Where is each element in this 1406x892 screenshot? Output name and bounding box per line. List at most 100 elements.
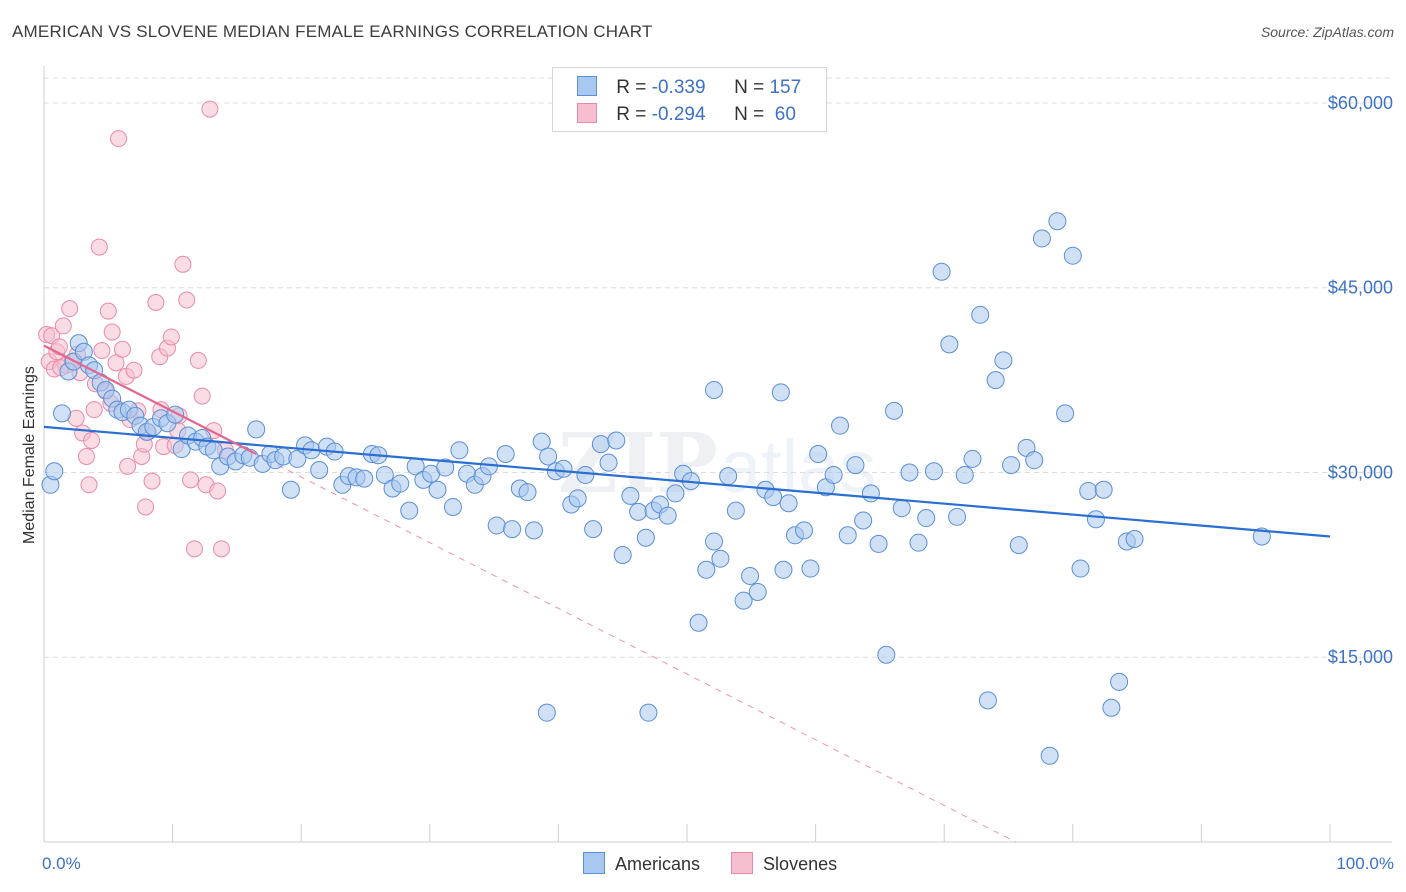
americans-point bbox=[443, 497, 462, 516]
americans-legend-swatch bbox=[583, 852, 605, 874]
slovenes-trend-extension bbox=[255, 453, 1016, 843]
slovenes-swatch bbox=[577, 103, 597, 123]
americans-point bbox=[375, 465, 394, 484]
slovenes-point bbox=[143, 472, 161, 490]
americans-point bbox=[496, 445, 515, 463]
americans-point bbox=[524, 521, 543, 540]
slovenes-point bbox=[77, 447, 95, 465]
americans-point bbox=[705, 532, 724, 551]
americans-point bbox=[1252, 527, 1271, 546]
americans-point bbox=[741, 566, 760, 585]
slovenes-point bbox=[147, 293, 165, 311]
axes bbox=[43, 66, 1392, 843]
americans-point bbox=[288, 449, 307, 468]
americans-point bbox=[666, 484, 685, 503]
series-legend: Americans Slovenes bbox=[583, 852, 863, 875]
slovenes-points bbox=[38, 100, 234, 558]
americans-point bbox=[1063, 246, 1082, 265]
correlation-legend: R = -0.339 N = 157 R = -0.294 N = 60 bbox=[552, 67, 827, 132]
americans-point bbox=[639, 703, 658, 722]
slovenes-point bbox=[110, 130, 128, 148]
slovenes-point bbox=[93, 342, 111, 360]
slovenes-point bbox=[185, 540, 203, 558]
americans-point bbox=[971, 305, 990, 324]
americans-point bbox=[621, 486, 640, 505]
americans-point bbox=[771, 383, 790, 402]
legend-row-americans: R = -0.339 N = 157 bbox=[577, 76, 801, 100]
americans-points bbox=[41, 212, 1271, 765]
y-tick-label: $45,000 bbox=[1328, 278, 1393, 298]
americans-point bbox=[436, 458, 455, 477]
slovenes-point bbox=[113, 340, 131, 358]
y-tick-label: $30,000 bbox=[1328, 462, 1393, 482]
americans-point bbox=[885, 401, 904, 420]
slovenes-point bbox=[83, 431, 101, 449]
americans-point bbox=[779, 494, 798, 513]
americans-swatch bbox=[577, 76, 597, 96]
slovenes-legend-label: Slovenes bbox=[763, 854, 838, 874]
americans-point bbox=[568, 489, 587, 508]
americans-point bbox=[748, 582, 767, 601]
americans-point bbox=[1056, 404, 1075, 423]
americans-point bbox=[877, 645, 896, 664]
americans-point bbox=[795, 521, 814, 540]
slovenes-point bbox=[137, 498, 155, 516]
trend-lines bbox=[43, 344, 1331, 538]
americans-point bbox=[774, 560, 793, 579]
slovenes-point bbox=[182, 471, 200, 489]
americans-point bbox=[719, 467, 738, 486]
americans-point bbox=[1125, 529, 1144, 548]
slovenes-point bbox=[189, 351, 207, 369]
americans-point bbox=[809, 445, 828, 463]
americans-point bbox=[909, 533, 928, 552]
americans-point bbox=[584, 520, 603, 539]
americans-point bbox=[576, 465, 595, 484]
americans-r-value: -0.339 bbox=[651, 77, 706, 98]
slovenes-point bbox=[90, 238, 108, 256]
americans-point bbox=[764, 488, 783, 507]
americans-point bbox=[917, 509, 936, 528]
americans-point bbox=[487, 516, 506, 535]
slovenes-point bbox=[201, 100, 219, 118]
slovenes-n-label: N = bbox=[734, 104, 770, 125]
americans-legend-label: Americans bbox=[615, 854, 701, 874]
americans-point bbox=[1094, 480, 1113, 499]
slovenes-point bbox=[103, 323, 121, 341]
slovenes-point bbox=[209, 482, 227, 500]
americans-point bbox=[726, 501, 745, 520]
americans-point bbox=[861, 484, 880, 503]
slovenes-point bbox=[99, 302, 117, 320]
americans-point bbox=[824, 465, 843, 484]
slovenes-point bbox=[178, 291, 196, 309]
americans-point bbox=[613, 546, 632, 565]
y-axis-title: Median Female Earnings bbox=[21, 366, 38, 544]
americans-point bbox=[711, 549, 730, 568]
legend-row-slovenes: R = -0.294 N = 60 bbox=[577, 103, 796, 127]
y-tick-label: $15,000 bbox=[1328, 647, 1393, 667]
slovenes-point bbox=[85, 401, 103, 419]
americans-point bbox=[831, 416, 850, 435]
americans-point bbox=[900, 463, 919, 482]
slovenes-legend-swatch bbox=[731, 852, 754, 874]
americans-point bbox=[539, 447, 558, 466]
americans-point bbox=[705, 380, 724, 399]
americans-point bbox=[846, 456, 865, 475]
americans-point bbox=[940, 335, 959, 354]
source-label: Source: ZipAtlas.com bbox=[1260, 24, 1394, 40]
x-tick-label: 100.0% bbox=[1336, 854, 1394, 873]
americans-point bbox=[697, 560, 716, 579]
americans-point bbox=[599, 453, 618, 472]
legend-item-americans[interactable]: Americans bbox=[583, 852, 700, 875]
y-tick-label: $60,000 bbox=[1328, 93, 1393, 113]
americans-point bbox=[801, 559, 820, 578]
americans-point bbox=[45, 462, 64, 481]
tick-labels: $15,000 $30,000 $45,000 $60,000 0.0% 100.0% bbox=[42, 93, 1394, 873]
americans-point bbox=[994, 351, 1013, 370]
americans-point bbox=[310, 461, 329, 480]
americans-point bbox=[1009, 536, 1028, 555]
legend-item-slovenes[interactable]: Slovenes bbox=[731, 852, 837, 875]
americans-point bbox=[636, 528, 655, 547]
slovenes-point bbox=[125, 361, 143, 379]
slovenes-trend-line bbox=[43, 344, 257, 455]
